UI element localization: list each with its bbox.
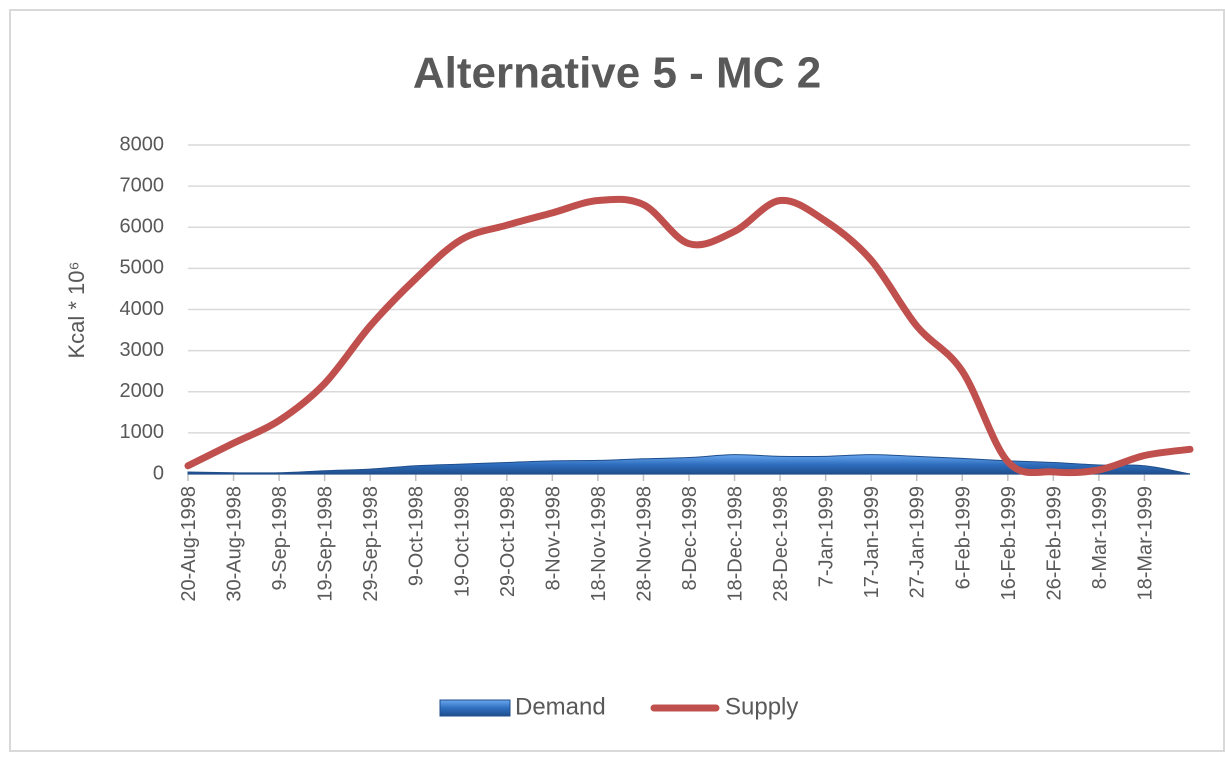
x-tick-label: 30-Aug-1998 (224, 486, 246, 602)
chart-title: Alternative 5 - MC 2 (413, 49, 821, 98)
x-tick-label: 9-Sep-1998 (269, 486, 291, 591)
y-axis-label: Kcal * 10⁶ (64, 261, 89, 358)
y-tick-label: 8000 (120, 133, 165, 155)
x-tick-label: 29-Sep-1998 (360, 486, 382, 602)
x-tick-label: 18-Mar-1999 (1134, 486, 1156, 601)
y-tick-label: 2000 (120, 380, 165, 402)
y-tick-label: 1000 (120, 421, 165, 443)
legend-label: Demand (515, 693, 606, 720)
x-tick-label: 7-Jan-1999 (816, 486, 838, 587)
line (184, 195, 1194, 477)
x-tick-label: 18-Dec-1998 (725, 486, 747, 602)
x-tick-label: 27-Jan-1999 (907, 486, 929, 598)
x-tick-label: 17-Jan-1999 (861, 486, 883, 598)
x-tick-label: 26-Feb-1999 (1043, 486, 1065, 601)
y-tick-label: 7000 (120, 174, 165, 196)
y-tick-label: 6000 (120, 216, 165, 238)
chart-frame (9, 9, 1225, 752)
x-tick-label: 28-Nov-1998 (633, 486, 655, 602)
area (187, 454, 1191, 475)
x-tick-label: 20-Aug-1998 (178, 486, 200, 602)
legend-swatch (439, 699, 511, 717)
x-tick-label: 8-Dec-1998 (679, 486, 701, 591)
y-tick-label: 5000 (120, 257, 165, 279)
y-tick-label: 4000 (120, 298, 165, 320)
x-tick-label: 19-Oct-1998 (451, 486, 473, 597)
x-tick-label: 18-Nov-1998 (588, 486, 610, 602)
y-tick-label: 0 (153, 462, 164, 484)
y-tick-label: 3000 (120, 339, 165, 361)
x-tick-label: 8-Nov-1998 (542, 486, 564, 591)
x-tick-label: 6-Feb-1999 (952, 486, 974, 589)
x-tick-label: 29-Oct-1998 (497, 486, 519, 597)
x-tick-label: 8-Mar-1999 (1089, 486, 1111, 589)
x-tick-label: 28-Dec-1998 (770, 486, 792, 602)
x-tick-label: 19-Sep-1998 (315, 486, 337, 602)
x-tick-label: 9-Oct-1998 (406, 486, 428, 586)
x-tick-label: 16-Feb-1999 (998, 486, 1020, 601)
legend-label: Supply (725, 693, 798, 720)
